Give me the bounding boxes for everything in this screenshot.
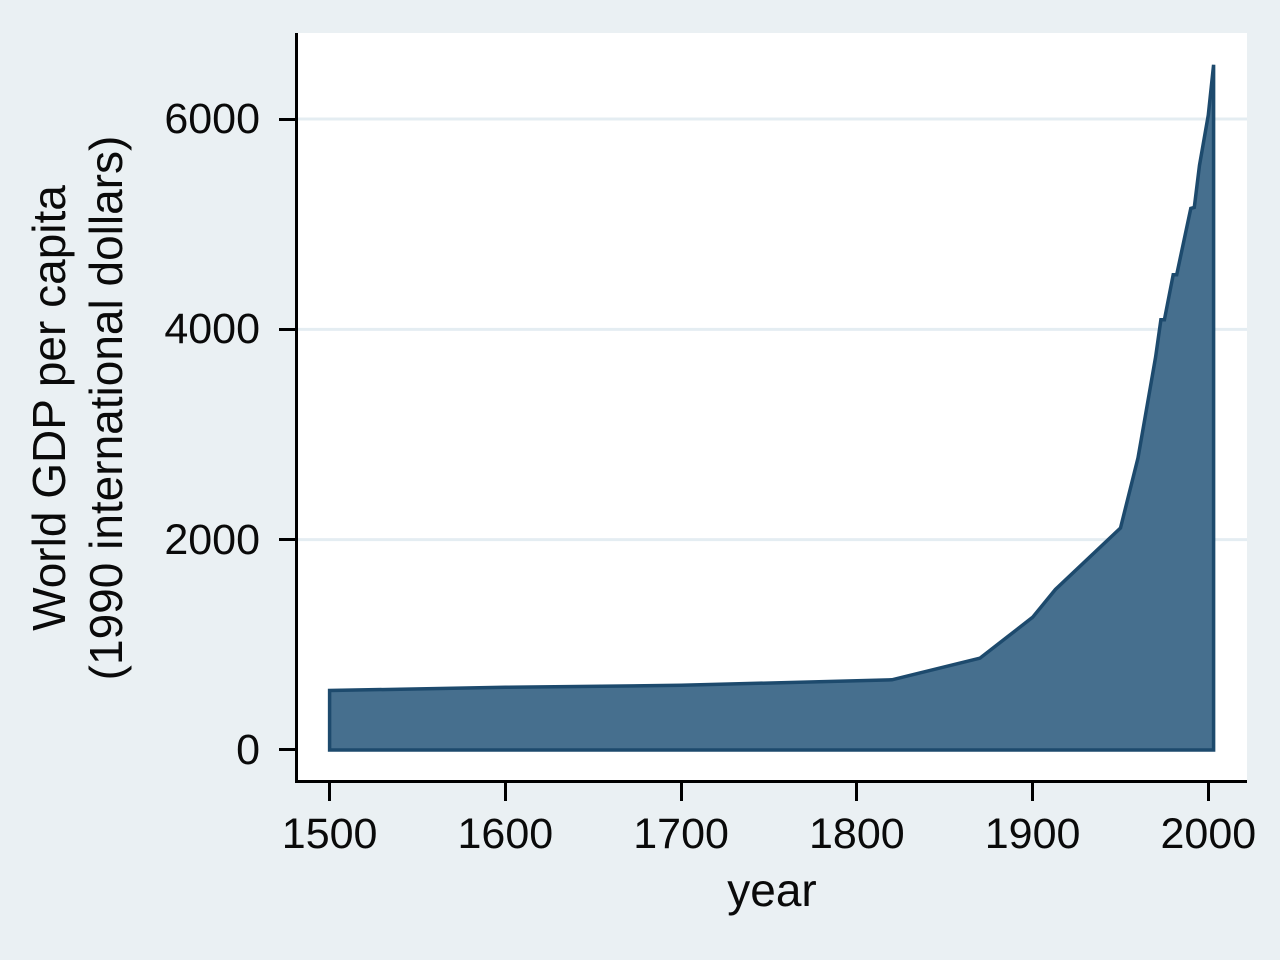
x-axis-line xyxy=(295,780,1247,783)
y-tick-4000 xyxy=(279,327,298,331)
plot-area xyxy=(298,33,1247,781)
x-tick-label-1900: 1900 xyxy=(984,810,1081,858)
y-tick-label-6000: 6000 xyxy=(164,95,260,144)
x-tick-label-1800: 1800 xyxy=(809,810,905,858)
gdp-area-series xyxy=(327,64,1216,752)
x-tick-1700 xyxy=(679,781,683,801)
x-tick-label-1600: 1600 xyxy=(457,810,554,858)
y-tick-2000 xyxy=(279,538,298,542)
y-tick-label-0: 0 xyxy=(236,725,260,774)
y-axis-title-line1: World GDP per capita xyxy=(23,185,75,631)
x-tick-1900 xyxy=(1031,781,1035,801)
x-tick-label-1700: 1700 xyxy=(633,810,729,858)
x-tick-2000 xyxy=(1206,781,1210,801)
y-axis-title-line2: (1990 international dollars) xyxy=(80,135,132,681)
x-tick-label-2000: 2000 xyxy=(1160,810,1257,858)
x-tick-1600 xyxy=(503,781,507,801)
y-tick-0 xyxy=(279,748,298,752)
y-tick-label-4000: 4000 xyxy=(164,305,260,354)
x-tick-1800 xyxy=(855,781,859,801)
y-tick-6000 xyxy=(279,117,298,121)
x-axis-title: year xyxy=(727,864,817,916)
y-tick-label-2000: 2000 xyxy=(164,515,260,564)
y-axis-line xyxy=(295,33,298,783)
world-gdp-area-chart xyxy=(298,64,1247,752)
x-tick-1500 xyxy=(328,781,332,801)
x-tick-label-1500: 1500 xyxy=(281,810,378,858)
y-axis-title: World GDP per capita (1990 international… xyxy=(21,136,135,681)
